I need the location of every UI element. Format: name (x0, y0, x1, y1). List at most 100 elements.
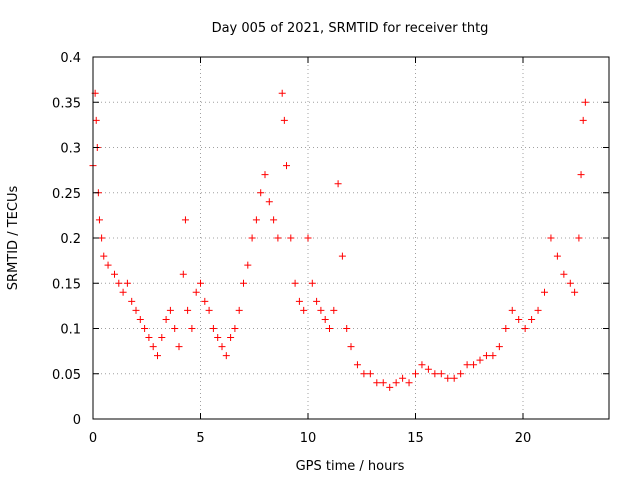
data-point (231, 325, 239, 332)
data-point (128, 297, 136, 305)
data-point (100, 252, 108, 260)
data-point (577, 171, 585, 179)
data-point (171, 325, 179, 332)
data-point (104, 261, 112, 269)
data-point (541, 288, 548, 296)
data-point (119, 288, 127, 296)
data-point (209, 325, 217, 332)
data-point (201, 297, 209, 305)
data-point (235, 306, 243, 314)
data-point (521, 325, 529, 332)
data-point (330, 306, 338, 314)
data-point (534, 306, 542, 314)
data-point (175, 343, 183, 351)
data-point (280, 116, 288, 124)
x-axis-label: GPS time / hours (296, 459, 405, 474)
x-tick-label: 20 (515, 431, 532, 446)
data-point (450, 374, 458, 382)
y-tick-label: 0.3 (60, 142, 81, 157)
data-point (192, 288, 200, 296)
data-point (98, 234, 106, 242)
data-point (184, 306, 192, 314)
data-point (431, 370, 439, 378)
data-point (379, 379, 387, 387)
data-point (257, 189, 265, 197)
data-point (291, 279, 299, 287)
data-point (248, 234, 256, 242)
data-point (399, 374, 407, 382)
data-point (132, 306, 140, 314)
data-point (154, 352, 161, 360)
data-point (412, 370, 419, 378)
data-point (240, 279, 247, 287)
data-point (162, 315, 170, 323)
data-point (575, 234, 583, 242)
chart-title: Day 005 of 2021, SRMTID for receiver tht… (212, 21, 489, 36)
y-tick-label: 0.25 (52, 187, 81, 202)
data-point (457, 370, 465, 378)
data-point (300, 306, 308, 314)
data-point (244, 261, 252, 269)
data-point (205, 306, 213, 314)
y-tick-label: 0.35 (52, 96, 81, 111)
data-point (482, 352, 490, 360)
data-point (489, 352, 497, 360)
data-point (287, 234, 295, 242)
data-point (218, 343, 226, 351)
data-point (181, 216, 189, 224)
data-point (92, 116, 100, 124)
data-point (166, 306, 174, 314)
data-point (188, 325, 196, 332)
data-point (343, 325, 351, 332)
data-point (197, 279, 204, 287)
data-point (313, 297, 321, 305)
data-point (571, 288, 579, 296)
data-point (179, 270, 187, 278)
data-point (145, 334, 153, 342)
data-point (437, 370, 445, 378)
data-point (515, 315, 523, 323)
axis-ticks: 0 5 10 15 20 0 0.05 0.1 0.15 0.2 0.25 0.3 0.35 0.4 (52, 51, 609, 446)
data-point (278, 89, 286, 97)
data-point (265, 198, 273, 206)
plot-frame (92, 56, 610, 420)
data-point (222, 352, 230, 360)
data-point (252, 216, 260, 224)
data-point (214, 334, 222, 342)
data-point (95, 216, 103, 224)
data-point (347, 343, 355, 351)
data-point (553, 252, 561, 260)
data-point (123, 279, 131, 287)
x-tick-label: 15 (407, 431, 424, 446)
data-point (547, 234, 555, 242)
data-point (392, 379, 400, 387)
data-point (495, 343, 503, 351)
data-point (304, 234, 312, 242)
data-point (463, 361, 471, 369)
data-point (326, 325, 333, 332)
data-point (424, 365, 432, 373)
y-tick-label: 0.05 (52, 368, 81, 383)
y-tick-label: 0.15 (52, 277, 81, 292)
x-tick-label: 0 (89, 431, 97, 446)
y-tick-label: 0.1 (60, 323, 81, 338)
x-tick-label: 5 (196, 431, 204, 446)
data-point (502, 325, 510, 332)
data-point (366, 370, 374, 378)
data-point (360, 370, 368, 378)
data-point (136, 315, 144, 323)
data-point (141, 325, 149, 332)
y-tick-label: 0 (73, 413, 81, 428)
data-point (283, 162, 290, 170)
data-point (444, 374, 452, 382)
data-point (111, 270, 118, 278)
y-axis-label: SRMTID / TECUs (6, 186, 21, 291)
data-point (418, 361, 426, 369)
data-point (405, 379, 413, 387)
data-point (115, 279, 123, 287)
x-tick-label: 10 (300, 431, 317, 446)
data-point (321, 315, 329, 323)
data-point (353, 361, 361, 369)
grid-lines (93, 57, 609, 419)
data-point (317, 306, 325, 314)
